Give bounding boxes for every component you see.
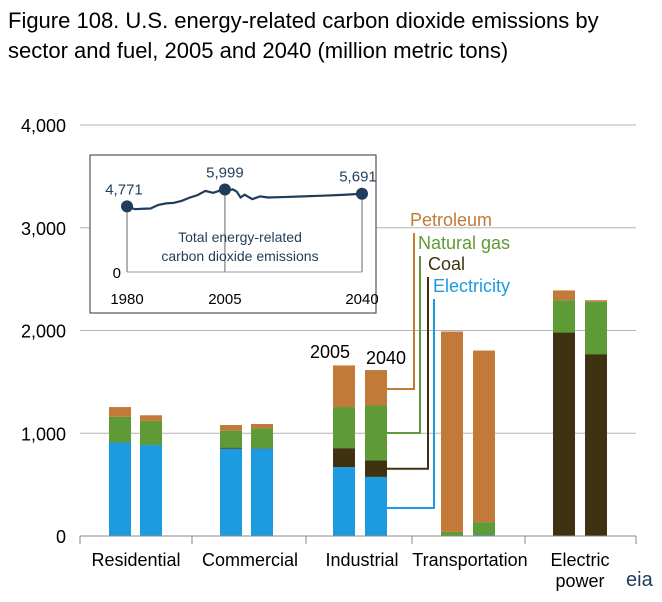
inset-chart: 4,771 5,999 5,691 Total energy-related carbo…	[89, 154, 379, 314]
bar-segment-natural-gas	[473, 522, 495, 535]
inset-x-tick-label: 1980	[110, 291, 143, 308]
bar-segment-petroleum	[140, 415, 162, 421]
bar-segment-natural-gas	[220, 430, 242, 448]
category-label-residential: Residential	[91, 550, 180, 570]
bar-transportation-2040	[473, 350, 495, 536]
legend-label-coal: Coal	[428, 254, 465, 274]
bar-segment-petroleum	[585, 300, 607, 302]
bar-segment-petroleum	[251, 424, 273, 429]
year-label-2040: 2040	[366, 348, 406, 368]
bar-electric-power-2005	[553, 290, 575, 536]
category-label-transportation: Transportation	[412, 550, 527, 570]
bar-transportation-2005	[441, 331, 463, 536]
bar-residential-2040	[140, 415, 162, 536]
bar-segment-petroleum	[109, 407, 131, 417]
legend-leader-electricity	[387, 299, 435, 509]
bar-electric-power-2040	[585, 300, 607, 536]
year-labels: 2005 2040	[310, 342, 406, 368]
inset-point-label-2005: 5,999	[206, 165, 244, 182]
bar-segment-natural-gas	[585, 301, 607, 355]
bar-segment-coal	[333, 448, 355, 468]
bar-segment-petroleum	[365, 370, 387, 406]
bars	[109, 290, 607, 536]
bar-commercial-2040	[251, 424, 273, 536]
y-tick-label: 1,000	[21, 424, 66, 444]
x-axis-category-labels: Residential Commercial Industrial Transport…	[91, 550, 609, 591]
bar-segment-coal	[585, 354, 607, 536]
bar-segment-coal	[553, 332, 575, 536]
legend-leader-coal	[387, 277, 429, 470]
y-tick-label: 0	[56, 527, 66, 547]
category-label-commercial: Commercial	[202, 550, 298, 570]
bar-segment-natural-gas	[333, 407, 355, 449]
category-label-industrial: Industrial	[325, 550, 398, 570]
inset-point-2040	[356, 187, 368, 200]
bar-segment-natural-gas	[251, 428, 273, 449]
inset-x-tick-label: 2005	[208, 291, 241, 308]
bar-segment-electricity	[333, 467, 355, 536]
bar-segment-electricity	[251, 448, 273, 536]
inset-point-label-1980: 4,771	[105, 181, 143, 198]
bar-segment-coal	[365, 460, 387, 477]
bar-segment-electricity	[109, 442, 131, 536]
inset-series-label: Total energy-related carbon dioxide emiss…	[161, 229, 318, 264]
y-axis-ticks: 0 1,000 2,000 3,000 4,000	[21, 116, 66, 547]
bar-segment-petroleum	[473, 350, 495, 523]
y-tick-label: 4,000	[21, 116, 66, 136]
inset-frame	[89, 154, 377, 314]
bar-segment-electricity	[473, 534, 495, 536]
inset-y-tick-label: 0	[113, 265, 121, 282]
category-label-electric-power: Electric power	[550, 550, 609, 591]
bar-segment-natural-gas	[441, 531, 463, 536]
bar-segment-petroleum	[220, 425, 242, 431]
legend-label-petroleum: Petroleum	[410, 210, 492, 230]
inset-point-1980	[121, 200, 133, 213]
eia-logo: eia	[626, 569, 654, 591]
bar-segment-coal	[220, 447, 242, 449]
y-tick-label: 2,000	[21, 322, 66, 342]
bar-segment-petroleum	[553, 290, 575, 301]
chart-title: Figure 108. U.S. energy-related carbon d…	[8, 8, 599, 63]
bar-residential-2005	[109, 407, 131, 536]
bar-segment-electricity	[220, 448, 242, 536]
bar-segment-petroleum	[333, 365, 355, 408]
x-axis	[79, 535, 637, 544]
inset-x-tick-label: 2040	[345, 291, 378, 308]
y-tick-label: 3,000	[21, 219, 66, 239]
bar-segment-natural-gas	[109, 416, 131, 443]
legend-label-natural-gas: Natural gas	[418, 233, 510, 253]
bar-industrial-2040	[365, 370, 387, 536]
bar-segment-electricity	[365, 476, 387, 536]
bar-segment-natural-gas	[365, 405, 387, 461]
bar-segment-electricity	[140, 445, 162, 536]
bar-segment-coal	[251, 448, 273, 449]
legend-leader-petroleum	[387, 233, 415, 390]
bar-segment-natural-gas	[553, 300, 575, 333]
inset-point-label-2040: 5,691	[339, 169, 377, 186]
bar-commercial-2005	[220, 425, 242, 536]
bar-segment-petroleum	[441, 331, 463, 532]
bar-segment-natural-gas	[140, 420, 162, 446]
legend-leader-natural-gas	[387, 256, 421, 434]
year-label-2005: 2005	[310, 342, 350, 362]
inset-point-2005	[218, 183, 231, 196]
bar-industrial-2005	[333, 365, 355, 536]
legend-label-electricity: Electricity	[433, 276, 510, 296]
